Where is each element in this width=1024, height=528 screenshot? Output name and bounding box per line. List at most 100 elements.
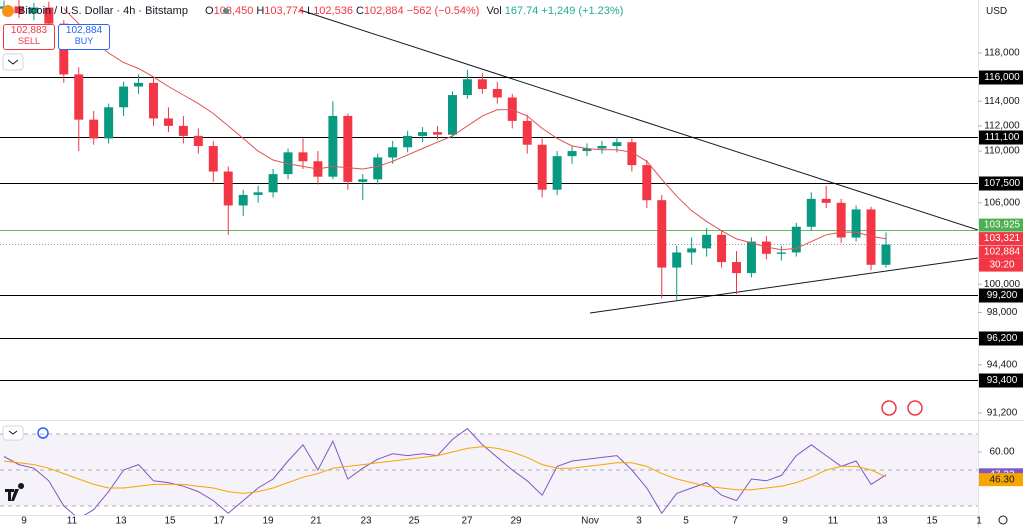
candle-body (193, 135, 203, 146)
level-label-bg (979, 288, 1023, 303)
price-label: 103,925 (984, 220, 1021, 231)
collapse-button[interactable] (2, 53, 24, 71)
x-tick-label: 29 (510, 516, 522, 527)
candle-body (268, 174, 278, 193)
candle-body (298, 152, 308, 162)
candle-body (447, 95, 457, 135)
currency-label[interactable]: USD (986, 6, 1008, 17)
candle-body (732, 262, 741, 274)
trendline-ascending (589, 257, 978, 314)
countdown-bg (979, 258, 1023, 272)
ohlc-value: 103,450 (213, 5, 254, 17)
x-tick-label: 23 (360, 516, 372, 527)
candle-body (821, 198, 831, 203)
candle-body (223, 171, 233, 206)
x-tick-label: 11 (67, 516, 78, 527)
level-label-bg (979, 70, 1023, 85)
level-label-bg (979, 176, 1023, 191)
x-tick-label: Nov (581, 516, 599, 527)
candle-body (492, 88, 502, 98)
level-label: 96,200 (987, 333, 1018, 344)
candle-body (89, 119, 99, 139)
settings-icon[interactable] (998, 515, 1008, 525)
x-tick-label: 25 (408, 516, 420, 527)
price-label: 103,321 (984, 233, 1021, 244)
y-tick-label: 60.00 (989, 447, 1014, 458)
candle-body (687, 248, 697, 253)
x-tick-label: 9 (21, 516, 27, 527)
rsi-value-bg (979, 473, 1023, 487)
candle-body (717, 234, 727, 263)
ohlc-value: 103,774 (264, 5, 305, 17)
candle-body (253, 192, 263, 195)
candle-body (343, 115, 353, 182)
y-tick-label: 114,000 (984, 96, 1020, 107)
candle-body (44, 7, 54, 24)
level-label: 111,100 (985, 132, 1020, 143)
ohlc-label: O (205, 5, 214, 17)
event-flag[interactable] (881, 400, 897, 416)
candle-body (672, 252, 682, 268)
countdown: 30:20 (989, 260, 1014, 271)
candle-body (791, 226, 801, 253)
buy-price: 102,884 (65, 25, 103, 36)
price-label-bg (979, 245, 1023, 259)
main-pane (0, 0, 978, 381)
axes: 118,000 114,000 112,000 110,000 106,000 100,0… (21, 48, 1023, 527)
x-tick-label: 7 (732, 516, 738, 527)
candle-body (552, 156, 562, 190)
refresh-icon[interactable] (37, 427, 49, 439)
level-label: 93,400 (987, 375, 1018, 386)
candle-body (149, 82, 158, 119)
y-tick-label: 100,000 (984, 279, 1021, 290)
candle-body (597, 145, 607, 149)
candle-body (29, 7, 39, 14)
y-tick-label: 106,000 (984, 197, 1021, 208)
candle-body (134, 82, 144, 87)
x-tick-label: 27 (461, 516, 473, 527)
candle-body (761, 241, 771, 254)
candle-body (567, 151, 577, 157)
x-tick-label: 13 (876, 516, 888, 527)
y-tick-label: 118,000 (984, 48, 1020, 59)
candle-body (522, 120, 532, 145)
x-tick-label: 19 (262, 516, 274, 527)
symbol-title[interactable]: Bitcoin / U.S. Dollar · 4h · Bitstamp (18, 5, 188, 17)
candle-body (746, 241, 756, 274)
y-tick-label: 91,200 (987, 408, 1018, 419)
candle-body (537, 144, 547, 190)
sell-button[interactable]: 102,883 SELL (3, 24, 55, 50)
rsi-collapse-button[interactable] (2, 425, 24, 441)
event-flag[interactable] (907, 400, 923, 416)
candle-body (238, 194, 248, 206)
candle-body (119, 86, 129, 108)
candle-body (866, 209, 876, 265)
x-tick-label: 21 (310, 516, 322, 527)
y-tick-label: 110,000 (984, 146, 1020, 157)
volume-label: Vol (486, 5, 502, 17)
x-tick-label: 3 (636, 516, 642, 527)
candle-body (507, 97, 517, 121)
level-label-bg (979, 331, 1023, 346)
level-label: 116,000 (984, 72, 1020, 83)
candle-body (612, 142, 622, 146)
buy-button[interactable]: 102,884 BUY (58, 24, 110, 50)
candle-body (776, 252, 786, 254)
sell-label: SELL (17, 36, 41, 46)
candle-body (657, 200, 667, 268)
rsi-line (3, 446, 887, 494)
ohlc-value: 102,884 (363, 5, 404, 17)
candle-body (851, 209, 861, 238)
x-tick-label: 13 (115, 516, 127, 527)
level-label: 107,500 (984, 178, 1021, 189)
candle-body (627, 142, 637, 166)
ohlc-label: C (355, 5, 364, 17)
ohlc-label: H (256, 5, 265, 17)
candle-body (582, 148, 592, 152)
candle-body (14, 6, 24, 14)
brand-logo (5, 483, 25, 501)
ohlc-value: 102,536 (313, 5, 353, 17)
level-label-bg (979, 130, 1023, 145)
x-tick-label: 1 (976, 516, 982, 527)
